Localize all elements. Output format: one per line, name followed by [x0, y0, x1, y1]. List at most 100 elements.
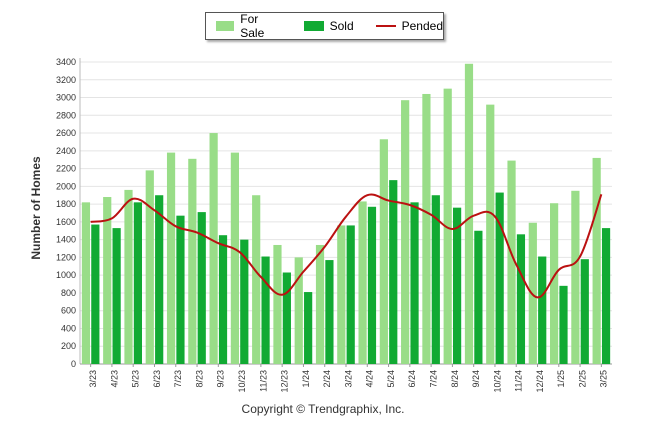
line-pended	[90, 193, 603, 299]
x-tick-label-2-25: 2/25	[577, 370, 587, 388]
bar-sold-6-24	[410, 202, 419, 364]
legend-item-sold: Sold	[303, 19, 354, 33]
x-tick-label-12-23: 12/23	[280, 370, 290, 393]
x-tick-label-10-24: 10/24	[492, 370, 502, 393]
legend-label-sold: Sold	[329, 19, 354, 33]
y-tick-label-1000: 1000	[56, 270, 76, 280]
x-tick-label-1-25: 1/25	[556, 370, 566, 388]
bar-sold-7-23	[176, 215, 185, 364]
bar-sold-10-24	[495, 192, 504, 364]
bar-for-sale-10-23	[230, 152, 239, 364]
bar-for-sale-7-24	[422, 93, 431, 364]
y-tick-label-600: 600	[61, 306, 76, 316]
x-tick-label-8-23: 8/23	[194, 370, 204, 388]
y-axis-label: Number of Homes	[29, 156, 43, 260]
bar-for-sale-10-24	[486, 104, 495, 365]
bar-sold-5-23	[133, 202, 142, 364]
x-tick-label-12-24: 12/24	[535, 370, 545, 393]
x-tick-label-8-24: 8/24	[450, 370, 460, 388]
bar-sold-8-23	[197, 212, 206, 364]
bar-sold-1-24	[304, 292, 313, 364]
y-tick-label-2800: 2800	[56, 110, 76, 120]
bar-for-sale-6-23	[145, 170, 154, 364]
bar-for-sale-2-24	[315, 244, 325, 364]
bar-for-sale-6-24	[401, 100, 410, 364]
x-tick-label-3-24: 3/24	[343, 370, 353, 388]
bar-sold-2-25	[580, 259, 589, 364]
legend-label-pended: Pended	[401, 19, 443, 33]
legend: For Sale Sold Pended	[205, 12, 444, 40]
legend-swatch-sold	[303, 21, 324, 31]
y-tick-label-800: 800	[61, 288, 76, 298]
x-tick-label-11-23: 11/23	[258, 370, 268, 392]
bar-for-sale-3-24	[337, 225, 346, 364]
y-tick-label-3200: 3200	[56, 75, 76, 85]
legend-item-pended: Pended	[375, 19, 443, 33]
bar-for-sale-4-23	[103, 197, 112, 364]
bar-for-sale-9-23	[209, 133, 218, 364]
x-tick-label-10-23: 10/23	[237, 370, 247, 393]
legend-swatch-for-sale	[216, 21, 235, 31]
x-tick-label-6-23: 6/23	[152, 370, 162, 388]
legend-item-for-sale: For Sale	[216, 12, 282, 40]
y-tick-label-3000: 3000	[56, 93, 76, 103]
bar-sold-9-24	[474, 230, 483, 364]
y-tick-label-2400: 2400	[56, 146, 76, 156]
bar-for-sale-8-24	[443, 88, 452, 364]
bar-for-sale-3-25	[592, 157, 601, 364]
bar-sold-12-23	[282, 272, 291, 364]
bar-sold-11-23	[261, 256, 270, 364]
bar-sold-10-23	[240, 239, 249, 364]
bar-sold-4-23	[112, 228, 121, 364]
y-tick-label-1400: 1400	[56, 235, 76, 245]
bar-sold-6-23	[155, 195, 164, 364]
bar-for-sale-5-23	[124, 189, 133, 364]
x-tick-label-11-24: 11/24	[514, 370, 524, 392]
bar-for-sale-4-24	[358, 201, 367, 364]
y-tick-label-1600: 1600	[56, 217, 76, 227]
x-tick-label-2-24: 2/24	[322, 370, 332, 388]
x-tick-label-6-24: 6/24	[407, 370, 417, 388]
bar-sold-3-25	[601, 228, 611, 364]
bar-sold-8-24	[453, 207, 462, 364]
bar-sold-3-23	[91, 224, 100, 364]
y-tick-label-2600: 2600	[56, 128, 76, 138]
y-tick-label-1200: 1200	[56, 252, 76, 262]
bar-for-sale-12-23	[273, 244, 282, 364]
x-tick-label-4-24: 4/24	[365, 370, 375, 388]
y-tick-label-1800: 1800	[56, 199, 76, 209]
bar-sold-3-24	[346, 225, 355, 364]
x-tick-label-9-24: 9/24	[471, 370, 481, 388]
y-tick-label-200: 200	[61, 341, 76, 351]
y-tick-label-3400: 3400	[56, 57, 76, 67]
copyright: Copyright © Trendgraphix, Inc.	[241, 402, 405, 416]
y-tick-label-2000: 2000	[56, 181, 76, 191]
legend-swatch-pended	[375, 25, 396, 27]
bar-for-sale-8-23	[188, 158, 197, 364]
legend-label-for-sale: For Sale	[240, 12, 265, 40]
x-tick-label-4-23: 4/23	[109, 370, 119, 388]
x-tick-label-5-23: 5/23	[131, 370, 141, 388]
bar-for-sale-2-25	[571, 190, 580, 364]
x-tick-label-7-24: 7/24	[428, 370, 438, 388]
y-tick-label-0: 0	[71, 359, 76, 369]
x-tick-label-3-25: 3/25	[599, 370, 609, 388]
bar-sold-9-23	[218, 235, 228, 364]
bar-for-sale-11-23	[252, 195, 261, 364]
bar-sold-5-24	[389, 180, 398, 364]
bar-for-sale-3-23	[81, 202, 91, 364]
y-tick-label-400: 400	[61, 323, 76, 333]
bar-sold-4-24	[367, 206, 377, 364]
bar-for-sale-1-24	[294, 257, 303, 364]
x-tick-label-3-23: 3/23	[88, 370, 98, 388]
x-tick-label-9-23: 9/23	[216, 370, 226, 388]
bar-for-sale-5-24	[379, 139, 388, 364]
x-tick-label-5-24: 5/24	[386, 370, 396, 388]
bar-sold-12-24	[538, 256, 547, 364]
bar-sold-11-24	[516, 234, 526, 364]
bar-for-sale-11-24	[507, 160, 516, 364]
x-tick-label-1-24: 1/24	[301, 370, 311, 388]
bar-sold-2-24	[325, 260, 334, 364]
bar-sold-7-24	[431, 195, 440, 364]
